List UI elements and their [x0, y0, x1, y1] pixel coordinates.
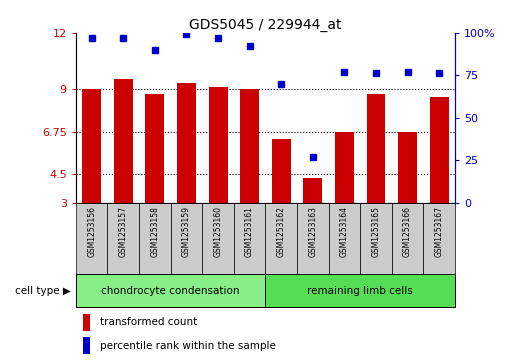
- Bar: [177, 83, 196, 203]
- Bar: [266, 274, 455, 307]
- Bar: [360, 203, 392, 274]
- Bar: [335, 132, 354, 203]
- Bar: [424, 203, 455, 274]
- Bar: [83, 314, 90, 331]
- Bar: [145, 94, 164, 203]
- Title: GDS5045 / 229944_at: GDS5045 / 229944_at: [189, 18, 342, 32]
- Bar: [303, 178, 322, 203]
- Text: cell type ▶: cell type ▶: [15, 286, 71, 296]
- Bar: [234, 203, 266, 274]
- Bar: [83, 338, 90, 354]
- Bar: [170, 203, 202, 274]
- Text: percentile rank within the sample: percentile rank within the sample: [100, 341, 276, 351]
- Bar: [297, 203, 328, 274]
- Bar: [392, 203, 424, 274]
- Text: GSM1253162: GSM1253162: [277, 206, 286, 257]
- Bar: [202, 203, 234, 274]
- Text: GSM1253165: GSM1253165: [371, 206, 381, 257]
- Bar: [76, 274, 266, 307]
- Bar: [107, 203, 139, 274]
- Text: GSM1253167: GSM1253167: [435, 206, 444, 257]
- Bar: [139, 203, 170, 274]
- Bar: [266, 203, 297, 274]
- Bar: [272, 139, 291, 203]
- Bar: [82, 89, 101, 203]
- Bar: [240, 89, 259, 203]
- Text: transformed count: transformed count: [100, 317, 198, 327]
- Bar: [76, 203, 107, 274]
- Text: GSM1253160: GSM1253160: [213, 206, 222, 257]
- Text: GSM1253159: GSM1253159: [182, 206, 191, 257]
- Bar: [430, 97, 449, 203]
- Bar: [367, 94, 385, 203]
- Text: GSM1253158: GSM1253158: [150, 206, 160, 257]
- Text: GSM1253164: GSM1253164: [340, 206, 349, 257]
- Text: GSM1253163: GSM1253163: [309, 206, 317, 257]
- Text: GSM1253157: GSM1253157: [119, 206, 128, 257]
- Text: GSM1253161: GSM1253161: [245, 206, 254, 257]
- Bar: [209, 87, 228, 203]
- Text: GSM1253166: GSM1253166: [403, 206, 412, 257]
- Bar: [398, 132, 417, 203]
- Text: GSM1253156: GSM1253156: [87, 206, 96, 257]
- Text: chondrocyte condensation: chondrocyte condensation: [101, 286, 240, 296]
- Text: remaining limb cells: remaining limb cells: [308, 286, 413, 296]
- Bar: [114, 79, 133, 203]
- Bar: [328, 203, 360, 274]
